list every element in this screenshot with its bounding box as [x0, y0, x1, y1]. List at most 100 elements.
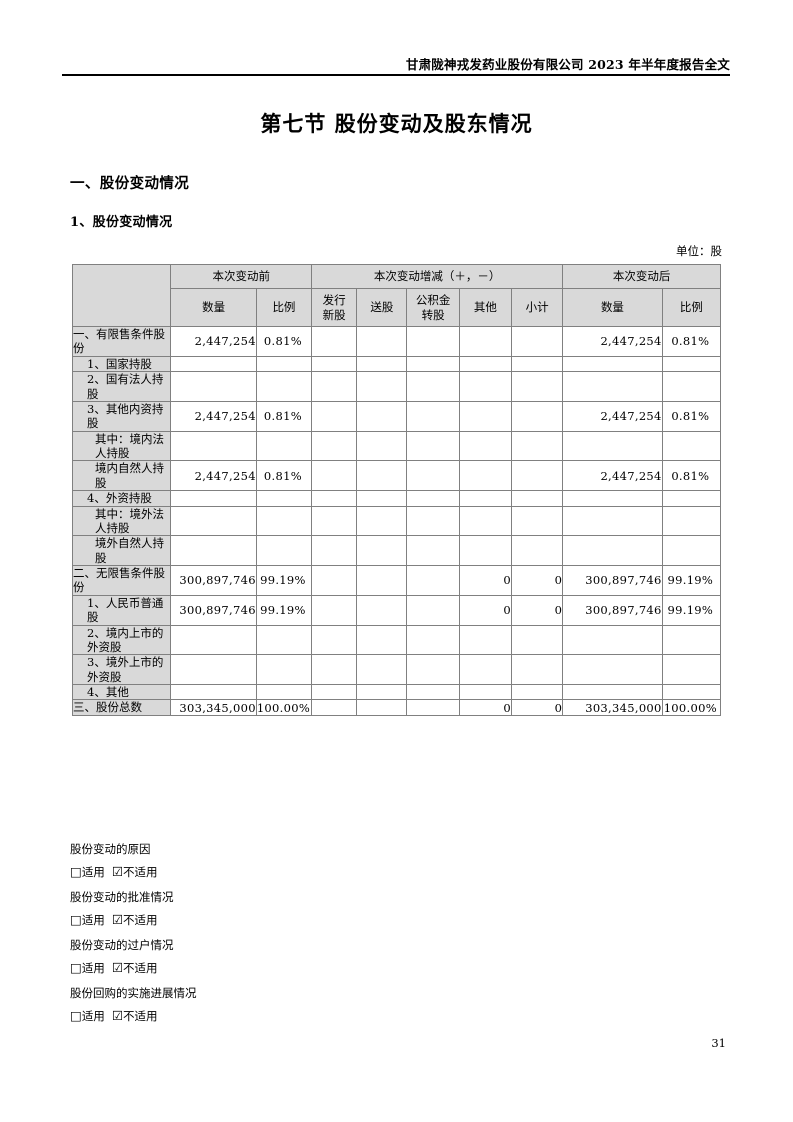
cell-empty: [406, 490, 460, 507]
cell-empty: [356, 490, 408, 507]
row-label: 三、股份总数: [71, 699, 172, 716]
table-header-sub-row: 数量 比例 发行 新股 送股 公积金 转股 其他 小计 数量 比例: [73, 288, 722, 327]
cell-before-percent: 0.81%: [255, 326, 313, 357]
cell-empty: [311, 683, 358, 701]
checked-checkbox-icon[interactable]: ☑: [111, 863, 124, 879]
cell-empty: [661, 355, 722, 373]
cell-other: 0: [458, 699, 512, 716]
cell-empty: [510, 654, 564, 685]
header-divider: [62, 74, 730, 76]
cell-empty: [562, 683, 663, 701]
header-cell-subtotal: 小计: [510, 288, 564, 327]
cell-empty: [356, 505, 408, 537]
cell-empty: [170, 430, 257, 462]
option-not-applicable[interactable]: ☑不适用: [112, 913, 158, 927]
cell-empty: [661, 683, 722, 701]
option-not-applicable[interactable]: ☑不适用: [112, 1009, 158, 1023]
cell-before-percent: 100.00%: [255, 699, 313, 716]
unchecked-checkbox-icon[interactable]: □: [70, 1007, 82, 1023]
cell-empty: [458, 400, 512, 432]
header-cell-before-change: 本次变动前: [170, 264, 313, 289]
table-row: 4、其他: [71, 683, 722, 701]
cell-before-quantity: 2,447,254: [170, 400, 257, 432]
header-cell-after-quantity: 数量: [562, 288, 663, 327]
unchecked-checkbox-icon[interactable]: □: [70, 911, 82, 927]
header-cell-change: 本次变动增减（＋，－）: [311, 264, 564, 289]
cell-empty: [356, 565, 408, 596]
cell-empty: [255, 430, 313, 462]
cell-empty: [406, 430, 460, 462]
unchecked-checkbox-icon[interactable]: □: [70, 863, 82, 879]
cell-empty: [170, 624, 257, 656]
cell-empty: [311, 371, 358, 402]
cell-empty: [510, 460, 564, 492]
table-row: 3、其他内资持股 2,447,254 0.81% 2,447,254 0.81%: [71, 400, 722, 432]
checked-checkbox-icon[interactable]: ☑: [111, 911, 124, 927]
header-cell-issue-new-shares: 发行 新股: [311, 288, 358, 327]
row-label: 3、境外上市的外资股: [71, 654, 172, 685]
option-not-applicable[interactable]: ☑不适用: [112, 865, 158, 879]
cell-empty: [661, 535, 722, 566]
cell-empty: [562, 371, 663, 402]
cell-empty: [170, 490, 257, 507]
table-body: 一、有限售条件股份 2,447,254 0.81% 2,447,254 0.81% 1、国…: [71, 326, 722, 716]
cell-empty: [406, 699, 460, 716]
table-row: 2、境内上市的外资股: [71, 624, 722, 656]
cell-after-quantity: 2,447,254: [562, 326, 663, 357]
cell-after-quantity: 300,897,746: [562, 594, 663, 626]
applicability-list: 股份变动的原因 □适用 ☑不适用 股份变动的批准情况 □适用 ☑不适用 股份变动的过户情况 □…: [70, 838, 670, 1030]
table-row: 4、外资持股: [71, 490, 722, 507]
cell-before-quantity: 300,897,746: [170, 565, 257, 596]
option-not-applicable[interactable]: ☑不适用: [112, 961, 158, 975]
cell-empty: [356, 594, 408, 626]
running-header: 甘肃陇神戎发药业股份有限公司 2023 年半年度报告全文: [405, 57, 730, 72]
cell-after-quantity: 300,897,746: [562, 565, 663, 596]
table-row: 1、国家持股: [71, 355, 722, 373]
cell-empty: [406, 594, 460, 626]
cell-after-percent: 99.19%: [661, 565, 722, 596]
option-applicable[interactable]: □适用: [70, 961, 105, 975]
cell-empty: [356, 683, 408, 701]
cell-after-percent: 99.19%: [661, 594, 722, 626]
cell-empty: [661, 624, 722, 656]
cell-empty: [255, 371, 313, 402]
cell-empty: [661, 430, 722, 462]
cell-empty: [458, 460, 512, 492]
option-applicable[interactable]: □适用: [70, 1009, 105, 1023]
table-unit-label: 单位：股: [676, 244, 722, 258]
cell-empty: [255, 355, 313, 373]
cell-empty: [311, 326, 358, 357]
cell-empty: [510, 430, 564, 462]
cell-after-percent: 0.81%: [661, 460, 722, 492]
cell-empty: [356, 326, 408, 357]
header-cell-reserve-conversion: 公积金 转股: [406, 288, 460, 327]
heading-level-1: 一、股份变动情况: [70, 175, 190, 192]
applicability-question: 股份变动的过户情况: [70, 938, 174, 952]
cell-before-quantity: 300,897,746: [170, 594, 257, 626]
option-applicable[interactable]: □适用: [70, 865, 105, 879]
cell-empty: [562, 355, 663, 373]
cell-empty: [170, 683, 257, 701]
cell-empty: [356, 699, 408, 716]
unchecked-checkbox-icon[interactable]: □: [70, 959, 82, 975]
cell-empty: [510, 490, 564, 507]
applicability-options: □适用 ☑不适用: [70, 864, 670, 879]
option-applicable[interactable]: □适用: [70, 913, 105, 927]
row-label: 一、有限售条件股份: [71, 326, 172, 357]
cell-other: 0: [458, 594, 512, 626]
cell-empty: [562, 430, 663, 462]
applicability-options: □适用 ☑不适用: [70, 960, 670, 975]
cell-empty: [458, 355, 512, 373]
checked-checkbox-icon[interactable]: ☑: [111, 959, 124, 975]
cell-empty: [311, 400, 358, 432]
cell-empty: [510, 326, 564, 357]
row-label: 其中：境内法人持股: [71, 430, 172, 462]
option-applicable-label: 适用: [81, 1008, 105, 1023]
table-row: 2、国有法人持股: [71, 371, 722, 402]
header-cell-blank: [71, 264, 172, 327]
cell-empty: [406, 371, 460, 402]
checked-checkbox-icon[interactable]: ☑: [111, 1007, 124, 1023]
cell-empty: [311, 594, 358, 626]
header-cell-after-percent: 比例: [661, 288, 722, 327]
option-applicable-label: 适用: [81, 864, 105, 879]
